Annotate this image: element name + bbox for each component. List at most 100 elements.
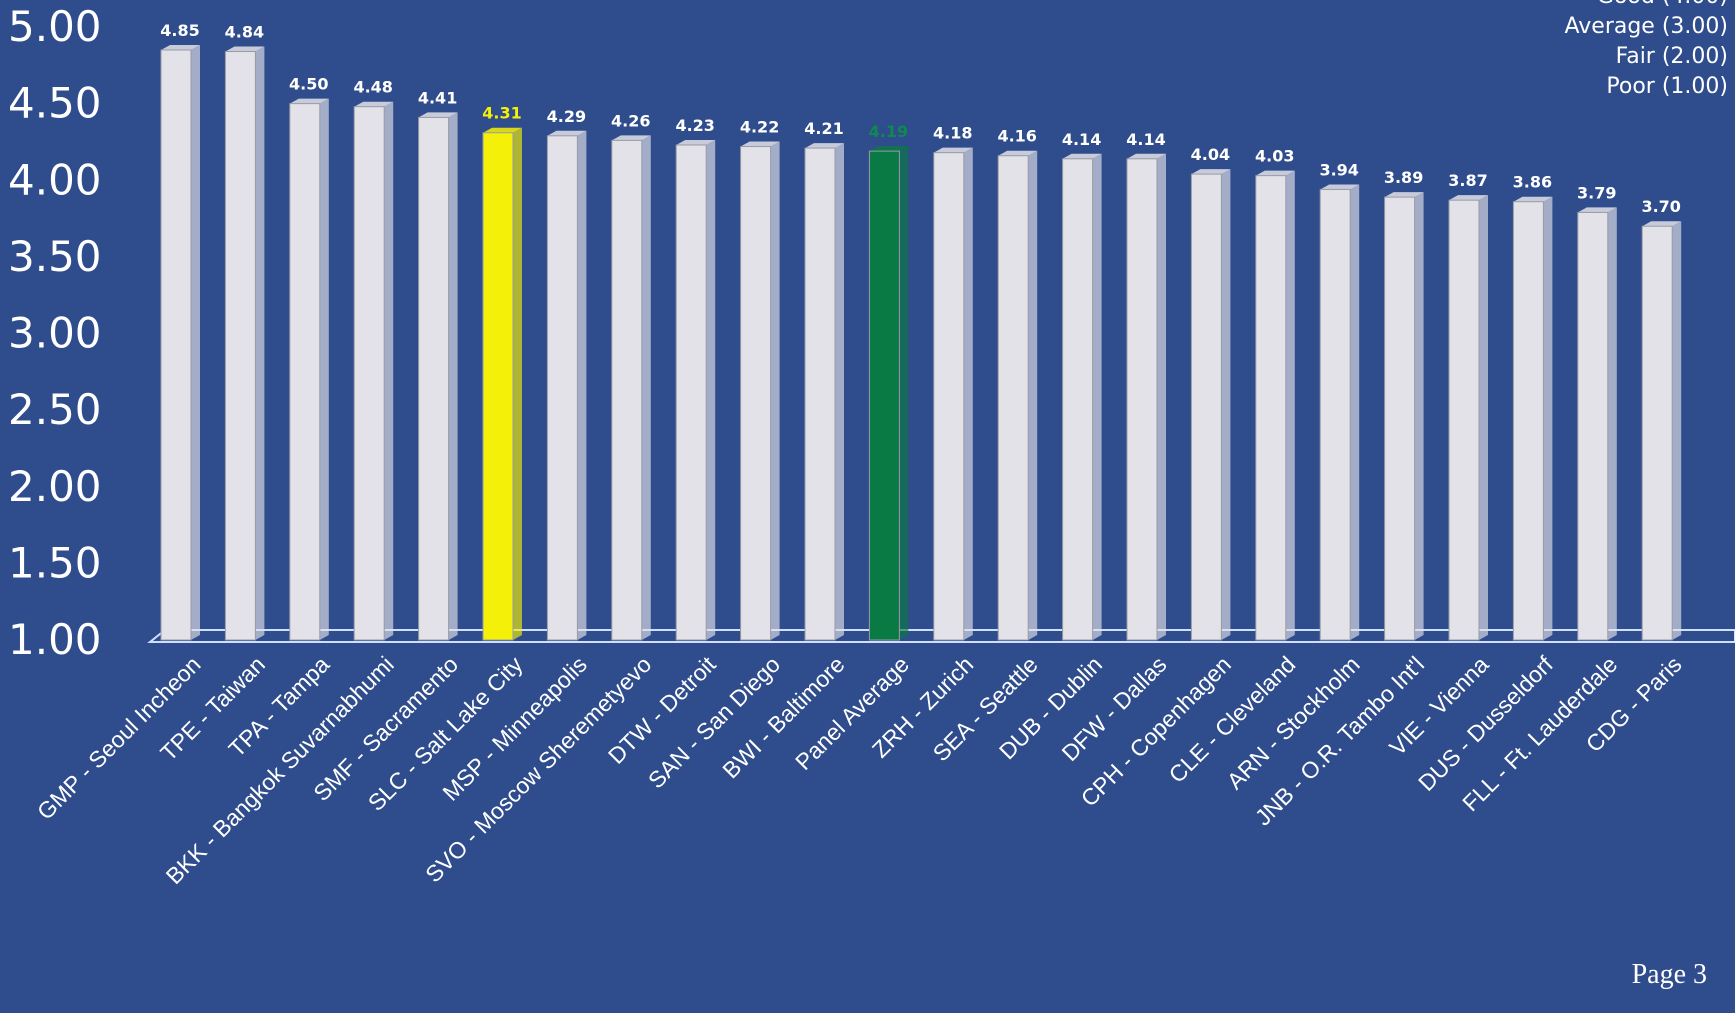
value-label: 3.94: [1319, 160, 1358, 179]
bar: [289, 98, 329, 641]
y-axis: 1.00 1.50 2.00 2.50 3.00 3.50 4.00 4.50 5.00: [8, 2, 102, 664]
value-label: 3.70: [1641, 197, 1680, 216]
bar-top: [740, 141, 780, 147]
bars-group: [160, 44, 1682, 641]
bar-top: [1320, 184, 1360, 190]
value-label: 4.18: [933, 124, 972, 143]
bar: [1062, 153, 1102, 641]
bar-front: [160, 49, 192, 641]
page-number: Page 3: [1631, 959, 1707, 990]
legend-item: Good (4.00): [1597, 0, 1728, 9]
bar-top: [933, 147, 973, 153]
bar-side: [770, 141, 780, 640]
value-label: 4.23: [675, 116, 714, 135]
bar: [353, 101, 394, 641]
y-tick-label: 1.00: [8, 615, 102, 664]
bar-side: [384, 101, 394, 640]
bar-top: [225, 46, 265, 52]
legend: Good (4.00) Average (3.00) Fair (2.00) Poor…: [1565, 0, 1729, 99]
value-label: 4.26: [611, 111, 650, 130]
bar-front: [997, 155, 1029, 641]
bar-top: [1449, 195, 1488, 201]
y-tick-label: 2.00: [8, 462, 102, 511]
bar-side: [448, 112, 458, 641]
bar-front: [1062, 158, 1094, 641]
bar-front: [289, 103, 321, 641]
bar-top: [418, 112, 458, 118]
bar: [740, 141, 780, 641]
legend-item: Average (3.00): [1565, 14, 1729, 39]
value-label: 4.29: [547, 107, 586, 126]
bar-front: [224, 51, 256, 641]
bar-top: [1513, 196, 1553, 202]
bar-front: [611, 139, 643, 641]
value-label: 4.31: [482, 104, 521, 123]
chart-baseline: [147, 629, 1735, 643]
bar-side: [191, 44, 200, 641]
bar-side: [255, 46, 265, 640]
bar-side: [706, 140, 716, 640]
bar: [1577, 207, 1617, 641]
bar-top: [611, 135, 651, 141]
bar: [1190, 169, 1231, 641]
value-label: 4.85: [160, 21, 199, 40]
bar: [997, 150, 1038, 641]
bar-side: [1221, 169, 1231, 640]
bar-side: [835, 143, 844, 640]
bar-front: [1384, 196, 1416, 641]
bar: [160, 44, 200, 641]
bar-front: [1448, 199, 1480, 641]
bar-front: [353, 106, 385, 641]
bar-side: [1607, 207, 1617, 640]
bar-side: [319, 98, 329, 640]
bar-side: [1092, 153, 1102, 641]
bar-top: [869, 146, 909, 152]
bar: [1126, 153, 1166, 641]
bar-top: [1255, 170, 1295, 176]
bar-top: [1384, 192, 1424, 198]
value-labels-group: 4.85 4.84 4.50 4.48 4.41 4.31 4.29 4.26 4.23 4.22…: [160, 21, 1681, 216]
bar: [868, 146, 909, 641]
value-label: 4.41: [418, 88, 457, 107]
bar: [418, 112, 458, 641]
bar-front: [933, 152, 965, 641]
bar-front: [1319, 188, 1351, 641]
value-label: 3.89: [1384, 168, 1423, 187]
bar-front: [546, 135, 578, 641]
bar-top: [998, 150, 1038, 156]
bar-side: [899, 146, 909, 640]
legend-item: Fair (2.00): [1616, 44, 1728, 69]
bar-top: [354, 101, 394, 107]
bar-side: [1543, 196, 1553, 640]
bar: [546, 130, 587, 641]
value-label: 4.84: [225, 23, 264, 42]
y-tick-label: 5.00: [8, 2, 102, 51]
bar-front: [868, 150, 900, 641]
bar-side: [1028, 150, 1038, 641]
bar: [933, 147, 973, 641]
value-label: 4.19: [869, 122, 908, 141]
legend-item: Poor (1.00): [1606, 74, 1728, 99]
bar-top: [161, 44, 200, 50]
value-label: 3.87: [1448, 171, 1487, 190]
bar-top: [547, 130, 587, 136]
x-tick-label: Panel Average: [790, 651, 914, 775]
y-tick-label: 3.00: [8, 309, 102, 358]
bar-front: [1641, 225, 1673, 641]
bar: [1255, 170, 1295, 641]
value-label: 4.04: [1191, 145, 1230, 164]
value-label: 4.14: [1062, 130, 1101, 149]
bar-front: [1126, 158, 1158, 641]
bar-front: [1255, 175, 1287, 641]
value-label: 4.16: [997, 127, 1036, 146]
bar: [1448, 195, 1488, 641]
bar-front: [1512, 201, 1544, 641]
y-tick-label: 4.50: [8, 79, 102, 128]
bar-side: [513, 127, 522, 641]
value-label: 3.86: [1513, 173, 1552, 192]
bar: [675, 140, 716, 641]
bar-top: [1577, 207, 1617, 213]
value-label: 4.21: [804, 119, 843, 138]
